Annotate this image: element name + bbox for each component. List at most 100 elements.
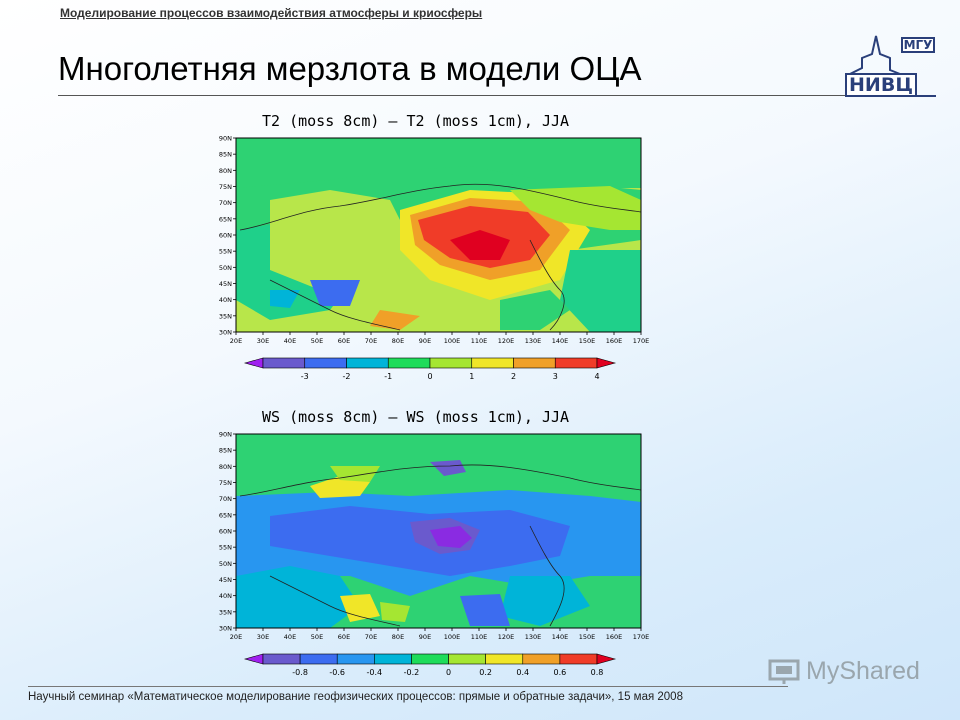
map2-lat-axis: 90N 85N 80N 75N 70N 65N 60N 55N 50N 45N 40N 35N 30N <box>219 431 236 633</box>
colorbar-swatch <box>522 653 561 665</box>
logo-bottom-text: НИВЦ <box>849 74 913 96</box>
footer-divider <box>28 686 788 687</box>
lat-tick-label: 85N <box>219 447 232 455</box>
lon-tick-label: 70E <box>365 633 377 641</box>
map2-field <box>236 434 641 628</box>
colorbar-min-arrow <box>243 653 264 665</box>
colorbar-label: 0.6 <box>554 668 567 677</box>
lat-tick-label: 30N <box>219 329 232 337</box>
lat-tick-label: 90N <box>219 431 232 439</box>
lat-tick-label: 80N <box>219 167 232 175</box>
colorbar-min-arrow <box>243 357 264 369</box>
lon-tick-label: 140E <box>552 633 569 641</box>
lat-tick-label: 60N <box>219 232 232 240</box>
lat-tick-label: 60N <box>219 528 232 536</box>
lon-tick-label: 60E <box>338 633 350 641</box>
colorbar-label: 0 <box>427 372 432 381</box>
colorbar-swatch <box>387 357 431 369</box>
lon-tick-label: 110E <box>471 337 488 345</box>
nivc-logo: МГУ НИВЦ <box>845 35 936 97</box>
colorbar-label: 0.2 <box>479 668 492 677</box>
colorbar-label: -2 <box>343 372 351 381</box>
colorbar-swatch <box>471 357 514 369</box>
colorbar-swatch <box>513 357 556 369</box>
map1-lat-axis: 90N 85N 80N 75N 70N 65N 60N 55N 50N 45N 40N 35N 30N <box>219 135 236 337</box>
lon-tick-label: 20E <box>230 633 242 641</box>
colorbar-swatch <box>299 653 338 665</box>
map2-lon-axis: 20E 30E 40E 50E 60E 70E 80E 90E 100E 110E 120E 130E… <box>230 628 649 641</box>
presentation-icon <box>768 659 800 684</box>
lon-tick-label: 80E <box>392 337 404 345</box>
lon-tick-label: 50E <box>311 337 323 345</box>
colorbar-swatch <box>429 357 473 369</box>
colorbar-label: -1 <box>384 372 392 381</box>
lon-tick-label: 30E <box>257 633 269 641</box>
lon-tick-label: 170E <box>633 633 650 641</box>
lon-tick-label: 40E <box>284 633 296 641</box>
lat-tick-label: 85N <box>219 151 232 159</box>
lon-tick-label: 80E <box>392 633 404 641</box>
lon-tick-label: 90E <box>419 633 431 641</box>
lat-tick-label: 75N <box>219 479 232 487</box>
colorbar-label: -0.2 <box>404 668 420 677</box>
watermark: MyShared <box>768 657 920 686</box>
lat-tick-label: 45N <box>219 576 232 584</box>
colorbar-swatch <box>336 653 375 665</box>
lon-tick-label: 140E <box>552 337 569 345</box>
lat-tick-label: 40N <box>219 296 232 304</box>
logo-top-text: МГУ <box>904 38 933 52</box>
colorbar-swatch <box>448 653 486 665</box>
lon-tick-label: 40E <box>284 337 296 345</box>
map1-field <box>236 138 641 332</box>
lat-tick-label: 70N <box>219 495 232 503</box>
lat-tick-label: 80N <box>219 463 232 471</box>
colorbar-label: 0 <box>446 668 451 677</box>
lon-tick-label: 160E <box>606 337 623 345</box>
lat-tick-label: 35N <box>219 312 232 320</box>
lon-tick-label: 110E <box>471 633 488 641</box>
lon-tick-label: 120E <box>498 337 515 345</box>
lon-tick-label: 20E <box>230 337 242 345</box>
lat-tick-label: 40N <box>219 592 232 600</box>
watermark-text: MyShared <box>806 657 920 685</box>
colorbar-swatch <box>411 653 449 665</box>
lon-tick-label: 130E <box>525 337 542 345</box>
slide-title: Многолетняя мерзлота в модели ОЦА <box>58 50 642 87</box>
lat-tick-label: 55N <box>219 544 232 552</box>
slide-subtitle: Моделирование процессов взаимодействия а… <box>60 6 483 20</box>
lat-tick-label: 55N <box>219 248 232 256</box>
map2-figure: 90N85N80N75N70N65N60N55N50N45N40N35N30N … <box>219 431 649 642</box>
lon-tick-label: 70E <box>365 337 377 345</box>
lon-tick-label: 150E <box>579 633 596 641</box>
colorbar-label: -3 <box>301 372 309 381</box>
lat-tick-label: 30N <box>219 625 232 633</box>
lat-tick-label: 45N <box>219 280 232 288</box>
lon-tick-label: 170E <box>633 337 650 345</box>
map1-figure: 90N85N80N75N70N65N60N55N50N45N40N35N30N … <box>219 135 650 346</box>
lon-tick-label: 100E <box>444 633 461 641</box>
colorbar-label: 0.4 <box>516 668 529 677</box>
title-divider <box>58 95 903 96</box>
colorbar-max-arrow <box>596 653 617 665</box>
lon-tick-label: 60E <box>338 337 350 345</box>
colorbar-swatch <box>304 357 347 369</box>
colorbar-label: 1 <box>469 372 474 381</box>
map2-colorbar: -0.8-0.6-0.4-0.200.20.40.60.81 <box>243 653 617 677</box>
map2-title: WS (moss 8cm) – WS (moss 1cm), JJA <box>262 408 570 426</box>
lat-tick-label: 65N <box>219 215 232 223</box>
lon-tick-label: 130E <box>525 633 542 641</box>
lat-tick-label: 65N <box>219 511 232 519</box>
colorbar-label: -0.6 <box>329 668 345 677</box>
map1-title: T2 (moss 8cm) – T2 (moss 1cm), JJA <box>262 112 570 130</box>
colorbar-swatch <box>554 357 598 369</box>
colorbar-max-arrow <box>596 357 617 369</box>
lat-tick-label: 35N <box>219 608 232 616</box>
lon-tick-label: 100E <box>444 337 461 345</box>
colorbar-label: -0.4 <box>367 668 383 677</box>
footer-text: Научный семинар «Математическое моделиро… <box>28 691 683 703</box>
lon-tick-label: 160E <box>606 633 623 641</box>
colorbar-swatch <box>485 653 524 665</box>
colorbar-swatch <box>559 653 598 665</box>
colorbar-label: 4 <box>594 372 599 381</box>
lon-tick-label: 50E <box>311 633 323 641</box>
